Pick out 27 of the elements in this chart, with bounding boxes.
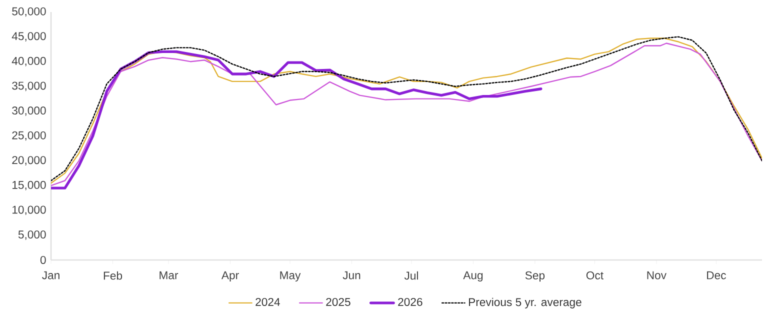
legend-label: Previous 5 yr. average (468, 298, 582, 308)
y-tick-label: 0 (40, 256, 46, 264)
y-tick-label: 40,000 (12, 56, 46, 66)
y-tick-label: 5,000 (18, 230, 46, 240)
x-tick-label: Jul (404, 271, 418, 280)
x-tick-label: Jan (42, 271, 60, 280)
y-tick-label: 20,000 (12, 156, 46, 166)
x-tick-label: Oct (586, 271, 604, 280)
x-tick-label: Apr (221, 271, 239, 282)
y-tick-label: 15,000 (12, 180, 46, 190)
x-tick-label: May (280, 271, 301, 282)
x-tick-label: Mar (160, 271, 178, 280)
legend-label: 2024 (256, 298, 280, 306)
legend-label: 2026 (398, 298, 422, 306)
legend-label: 2025 (326, 298, 350, 306)
x-tick-label: Aug (463, 271, 483, 282)
x-tick-label: Jun (342, 271, 360, 280)
y-tick-label: 25,000 (12, 131, 46, 141)
x-tick-label: Feb (104, 271, 122, 280)
y-tick-label: 50,000 (12, 7, 46, 17)
x-tick-label: Dec (707, 271, 726, 280)
y-tick-label: 30,000 (12, 106, 46, 116)
y-tick-label: 45,000 (12, 32, 46, 42)
x-tick-label: Nov (647, 271, 666, 280)
y-tick-label: 35,000 (12, 82, 46, 92)
x-tick-label: Sep (525, 271, 545, 282)
y-tick-label: 10,000 (12, 206, 46, 216)
